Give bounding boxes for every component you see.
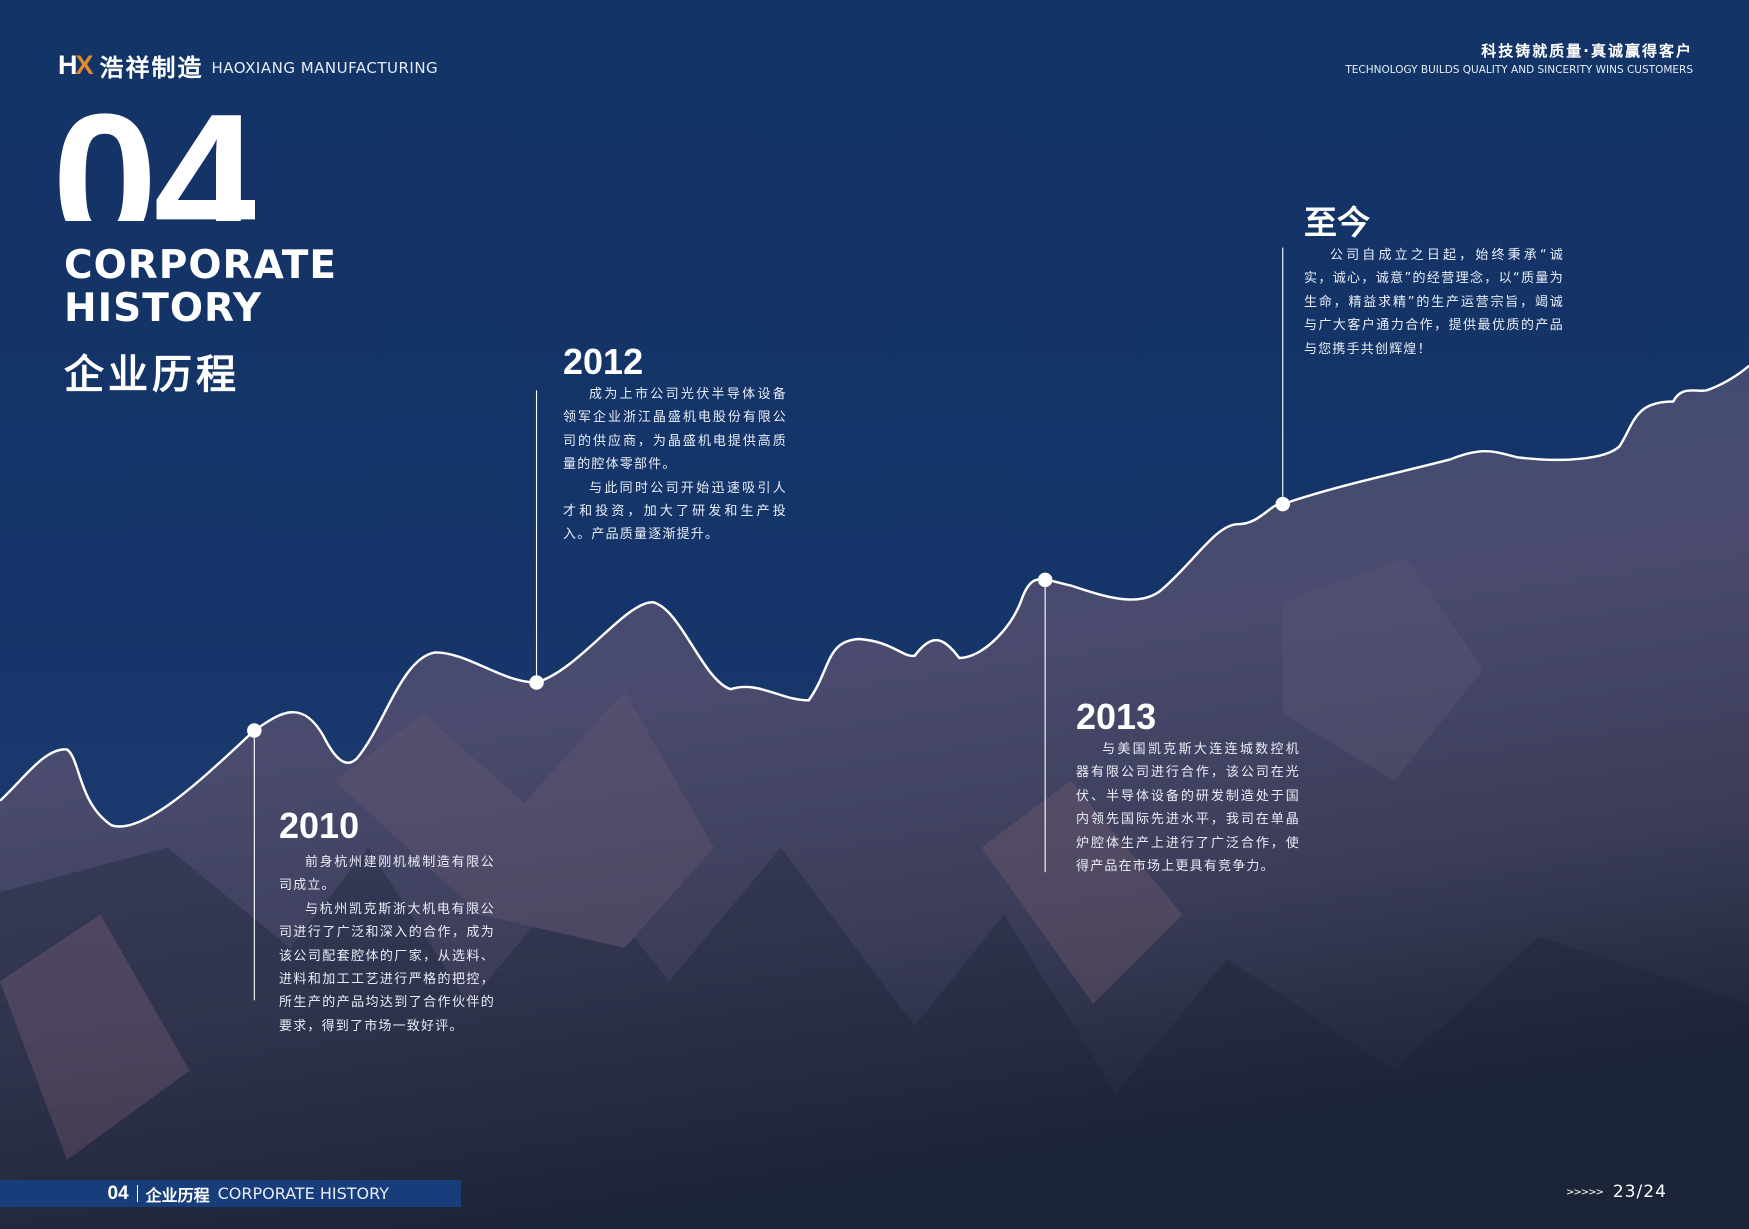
brand-logo: HX 浩祥制造 HAOXIANG MANUFACTURING [58, 48, 438, 83]
paragraph: 与杭州凯克斯浙大机电有限公司进行了广泛和深入的合作，成为该公司配套腔体的厂家，从… [279, 901, 495, 1034]
arrows-icon: >>>>> [1566, 1186, 1604, 1198]
brand-name-en: HAOXIANG MANUFACTURING [211, 58, 439, 77]
paragraph: 前身杭州建刚机械制造有限公司成立。 [279, 855, 495, 894]
footer-title-en: CORPORATE HISTORY [217, 1184, 389, 1203]
section-title-cn: 企业历程 [64, 352, 240, 398]
slogan-en: TECHNOLOGY BUILDS QUALITY AND SINCERITY … [1345, 64, 1693, 76]
timeline-connectors [253, 247, 1284, 1001]
page-number: 23/24 [1612, 1182, 1667, 1202]
title-line-1: CORPORATE [64, 243, 337, 288]
entry-text: 成为上市公司光伏半导体设备领军企业浙江晶盛机电股份有限公司的供应商，为晶盛机电提… [563, 383, 787, 547]
entry-text: 公司自成立之日起，始终秉承“诚实，诚心，诚意”的经营理念，以“质量为生命，精益求… [1304, 244, 1564, 361]
section-number: 04 [52, 86, 256, 221]
timeline-curve [0, 364, 1749, 828]
slogan-cn: 科技铸就质量·真诚赢得客户 [1481, 42, 1693, 60]
slogan: 科技铸就质量·真诚赢得客户 TECHNOLOGY BUILDS QUALITY … [1345, 40, 1693, 76]
timeline-entry-2010: 2010 前身杭州建刚机械制造有限公司成立。 与杭州凯克斯浙大机电有限公司进行了… [279, 805, 495, 1038]
paragraph: 与此同时公司开始迅速吸引人才和投资，加大了研发和生产投入。产品质量逐渐提升。 [563, 480, 787, 543]
timeline-dot-now [1275, 496, 1290, 512]
title-line-2: HISTORY [64, 286, 263, 331]
year-label: 至今 [1304, 203, 1370, 242]
section-title-en: CORPORATE HISTORY [64, 244, 337, 330]
brand-name-cn: 浩祥制造 [99, 54, 204, 82]
entry-text: 前身杭州建刚机械制造有限公司成立。 与杭州凯克斯浙大机电有限公司进行了广泛和深入… [279, 851, 495, 1038]
mountain-fill [0, 365, 1749, 1229]
timeline-dot-2012 [529, 675, 544, 690]
page-indicator: >>>>> 23/24 [1566, 1182, 1667, 1202]
year-label: 2010 [279, 805, 360, 846]
paragraph: 与美国凯克斯大连连城数控机器有限公司进行合作，该公司在光伏、半导体设备的研发制造… [1076, 742, 1300, 875]
year-label: 2012 [563, 341, 644, 382]
timeline-entry-now: 至今 公司自成立之日起，始终秉承“诚实，诚心，诚意”的经营理念，以“质量为生命，… [1304, 196, 1564, 361]
rock-texture [0, 557, 1749, 1229]
paragraph: 公司自成立之日起，始终秉承“诚实，诚心，诚意”的经营理念，以“质量为生命，精益求… [1304, 248, 1564, 357]
timeline-entry-2013: 2013 与美国凯克斯大连连城数控机器有限公司进行合作，该公司在光伏、半导体设备… [1076, 696, 1300, 878]
footer-section-bar: 04 企业历程 CORPORATE HISTORY [0, 1180, 461, 1207]
timeline-dot-2013 [1037, 572, 1053, 588]
footer-title-cn: 企业历程 [145, 1185, 210, 1205]
entry-text: 与美国凯克斯大连连城数控机器有限公司进行合作，该公司在光伏、半导体设备的研发制造… [1076, 738, 1300, 878]
timeline-entry-2012: 2012 成为上市公司光伏半导体设备领军企业浙江晶盛机电股份有限公司的供应商，为… [563, 341, 787, 547]
footer-number: 04 [107, 1182, 129, 1204]
divider [136, 1185, 138, 1202]
paragraph: 成为上市公司光伏半导体设备领军企业浙江晶盛机电股份有限公司的供应商，为晶盛机电提… [563, 387, 787, 473]
year-label: 2013 [1076, 696, 1157, 737]
logo-mark: HX [58, 50, 94, 80]
timeline-dot-2010 [247, 723, 262, 738]
